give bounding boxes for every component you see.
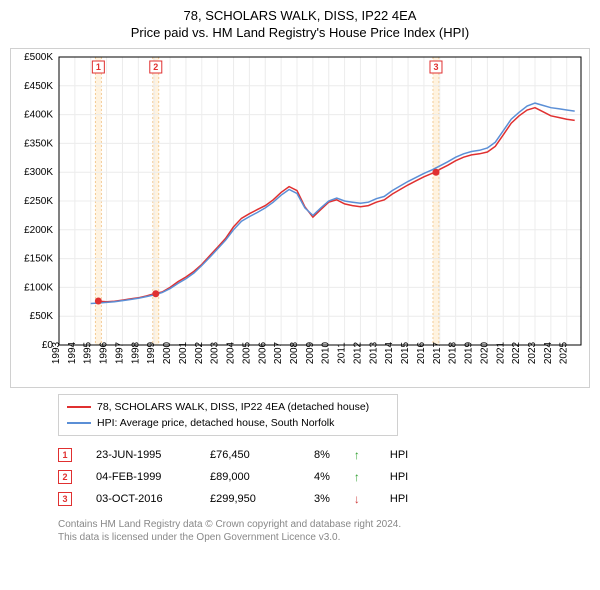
page-subtitle: Price paid vs. HM Land Registry's House … xyxy=(10,25,590,40)
transaction-date: 23-JUN-1995 xyxy=(96,449,186,461)
svg-text:£50K: £50K xyxy=(30,311,54,322)
svg-text:£200K: £200K xyxy=(24,225,53,236)
footer-line1: Contains HM Land Registry data © Crown c… xyxy=(58,518,590,531)
legend-item: HPI: Average price, detached house, Sout… xyxy=(67,415,389,431)
svg-text:£250K: £250K xyxy=(24,196,53,207)
transaction-cmp: HPI xyxy=(390,493,408,505)
transaction-pct: 3% xyxy=(314,493,330,505)
transaction-date: 03-OCT-2016 xyxy=(96,493,186,505)
svg-text:£350K: £350K xyxy=(24,138,53,149)
transaction-cmp: HPI xyxy=(390,449,408,461)
transactions-table: 1 23-JUN-1995 £76,450 8% ↑ HPI 2 04-FEB-1999 £89… xyxy=(58,444,590,510)
svg-text:£300K: £300K xyxy=(24,167,53,178)
transaction-price: £299,950 xyxy=(210,493,290,505)
transaction-badge: 3 xyxy=(58,492,72,506)
legend-label: HPI: Average price, detached house, Sout… xyxy=(97,417,334,429)
legend-item: 78, SCHOLARS WALK, DISS, IP22 4EA (detac… xyxy=(67,399,389,415)
chart-container: £0£50K£100K£150K£200K£250K£300K£350K£400… xyxy=(10,48,590,388)
transaction-date: 04-FEB-1999 xyxy=(96,471,186,483)
legend-label: 78, SCHOLARS WALK, DISS, IP22 4EA (detac… xyxy=(97,401,369,413)
transaction-row: 2 04-FEB-1999 £89,000 4% ↑ HPI xyxy=(58,466,590,488)
chart-svg: £0£50K£100K£150K£200K£250K£300K£350K£400… xyxy=(11,49,591,389)
transaction-price: £76,450 xyxy=(210,449,290,461)
footer-attribution: Contains HM Land Registry data © Crown c… xyxy=(58,518,590,544)
svg-text:£500K: £500K xyxy=(24,52,53,63)
svg-text:2: 2 xyxy=(153,62,158,72)
transaction-row: 1 23-JUN-1995 £76,450 8% ↑ HPI xyxy=(58,444,590,466)
transaction-badge: 1 xyxy=(58,448,72,462)
legend-swatch xyxy=(67,422,91,424)
footer-line2: This data is licensed under the Open Gov… xyxy=(58,531,590,544)
arrow-down-icon: ↓ xyxy=(354,492,366,506)
svg-text:£400K: £400K xyxy=(24,110,53,121)
transaction-pct: 4% xyxy=(314,471,330,483)
arrow-up-icon: ↑ xyxy=(354,470,366,484)
transaction-badge: 2 xyxy=(58,470,72,484)
svg-text:£450K: £450K xyxy=(24,81,53,92)
svg-text:1: 1 xyxy=(96,62,101,72)
transaction-cmp: HPI xyxy=(390,471,408,483)
svg-text:3: 3 xyxy=(433,62,438,72)
svg-text:£100K: £100K xyxy=(24,282,53,293)
legend: 78, SCHOLARS WALK, DISS, IP22 4EA (detac… xyxy=(58,394,398,436)
svg-text:£150K: £150K xyxy=(24,254,53,265)
transaction-pct: 8% xyxy=(314,449,330,461)
arrow-up-icon: ↑ xyxy=(354,448,366,462)
transaction-row: 3 03-OCT-2016 £299,950 3% ↓ HPI xyxy=(58,488,590,510)
transaction-price: £89,000 xyxy=(210,471,290,483)
legend-swatch xyxy=(67,406,91,408)
page-title: 78, SCHOLARS WALK, DISS, IP22 4EA xyxy=(10,8,590,23)
